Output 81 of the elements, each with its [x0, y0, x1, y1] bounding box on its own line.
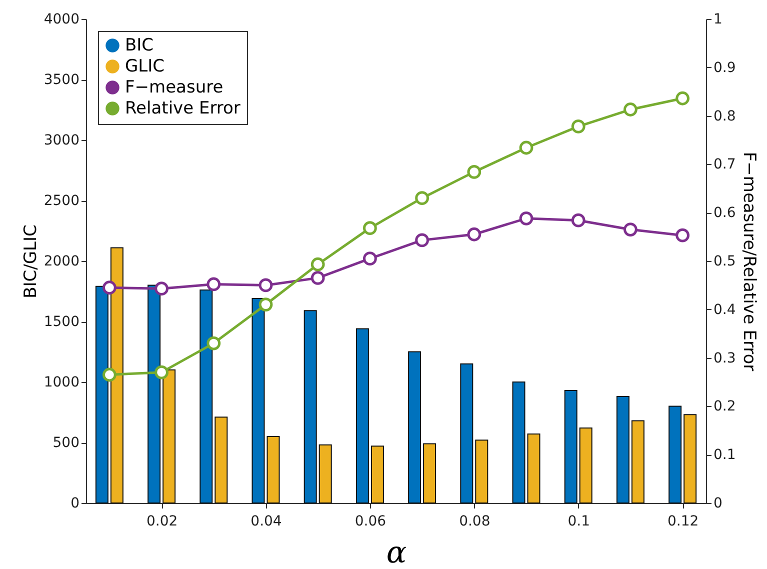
y-tick-label: 3500 [44, 72, 80, 88]
bar [631, 420, 644, 504]
bar [148, 284, 161, 504]
y2-tick-label: 0.8 [714, 108, 736, 124]
point [154, 282, 168, 296]
x-tick-label: 0.02 [146, 514, 178, 530]
point [519, 211, 534, 226]
point [363, 221, 377, 236]
bar [408, 351, 422, 504]
y-tick-label: 1500 [44, 314, 80, 330]
bar [370, 446, 384, 504]
point [467, 227, 482, 242]
bar [564, 390, 578, 504]
bar [266, 436, 280, 504]
x-tick-label: 0.04 [250, 514, 282, 530]
x-tick-label: 0.06 [354, 514, 386, 530]
point [310, 271, 325, 285]
legend-label: BIC [125, 36, 154, 56]
bar [110, 247, 124, 504]
bar [252, 298, 265, 504]
y-tick-label: 3000 [44, 132, 80, 148]
bar [214, 416, 228, 504]
bar [95, 286, 108, 504]
legend-label: GLIC [125, 56, 165, 76]
y2-tick-label: 0 [714, 496, 722, 512]
y2-tick-label: 0.3 [714, 350, 736, 366]
x-tick-label: 0.12 [667, 514, 699, 530]
y-tick-label: 1000 [44, 374, 80, 390]
point [467, 165, 482, 179]
point [415, 233, 429, 248]
y2-tick-label: 0.5 [714, 254, 736, 270]
bar [475, 440, 488, 504]
bar [512, 382, 526, 504]
bar [304, 310, 317, 504]
y2-tick-label: 0.1 [714, 447, 736, 464]
bar [616, 396, 630, 504]
bar [162, 369, 176, 504]
point [310, 257, 325, 272]
point [571, 213, 586, 228]
y2-tick-label: 0.9 [714, 60, 736, 76]
y2-tick-label: 0.7 [714, 156, 736, 173]
bar [460, 363, 474, 504]
y-tick-label: 2500 [44, 193, 80, 209]
x-tick-label: 0.08 [459, 514, 490, 530]
point [624, 102, 638, 116]
point [154, 365, 168, 380]
bar [579, 427, 592, 504]
point [571, 120, 586, 134]
bar [527, 434, 540, 504]
y-tick-label: 4000 [44, 12, 80, 28]
y-tick-label: 500 [52, 435, 80, 451]
point [206, 336, 221, 350]
bar [684, 414, 697, 504]
y-axis-title: BIC/GLIC [20, 224, 41, 298]
bar [318, 444, 332, 504]
legend-label: Relative Error [125, 98, 240, 118]
bar [668, 406, 682, 504]
point [676, 228, 690, 242]
point [258, 298, 273, 312]
y2-tick-label: 1 [714, 12, 722, 28]
x-axis-title: α [386, 536, 407, 569]
point [258, 278, 273, 292]
x-tick-label: 0.1 [568, 514, 590, 530]
bar [423, 443, 436, 504]
point [363, 252, 377, 266]
point [206, 277, 221, 292]
point [102, 280, 116, 295]
y2-axis-title: F−measure/Relative Error [738, 152, 759, 372]
bar [200, 290, 213, 504]
y-tick-label: 2000 [44, 254, 80, 270]
legend-label: F−measure [125, 78, 224, 98]
y-tick-label: 0 [70, 496, 80, 512]
point [102, 368, 116, 382]
y2-tick-label: 0.4 [714, 302, 736, 318]
point [624, 222, 638, 236]
y2-tick-label: 0.6 [714, 205, 736, 222]
y2-tick-label: 0.2 [714, 398, 736, 415]
point [676, 91, 690, 106]
point [415, 191, 429, 206]
point [519, 140, 534, 155]
bar [356, 328, 369, 504]
